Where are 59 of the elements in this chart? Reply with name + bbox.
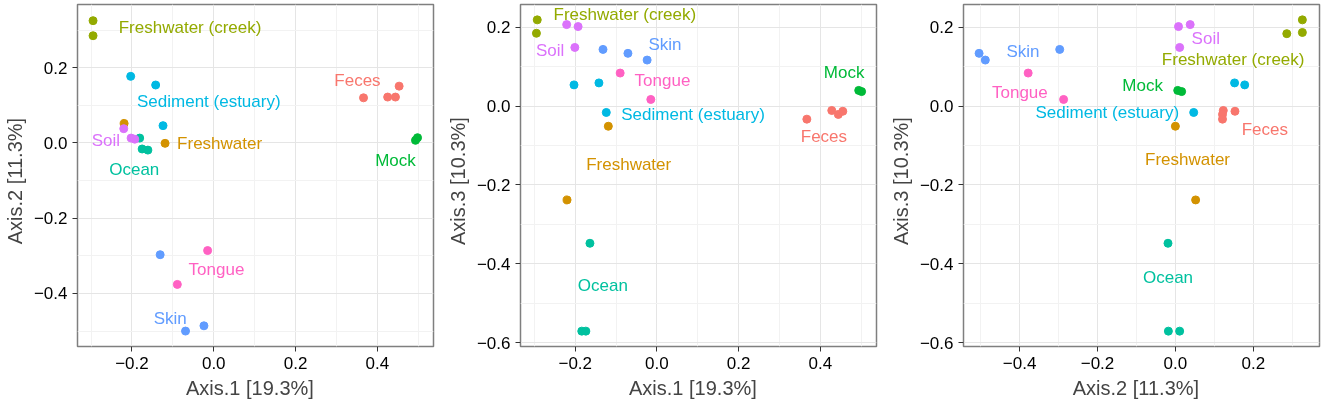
series-label: Freshwater xyxy=(177,133,263,153)
x-tick-label: 0.0 xyxy=(645,353,669,373)
x-axis-title: Axis.1 [19.3%] xyxy=(186,376,314,399)
x-tick-label: 0.4 xyxy=(808,353,833,373)
series-label: Tongue xyxy=(634,70,691,90)
series-label: Ocean xyxy=(577,276,628,296)
y-tick-label: −0.2 xyxy=(919,175,954,195)
y-axis-title: Axis.3 [10.3%] xyxy=(446,117,469,245)
x-tick-label: −0.4 xyxy=(1002,353,1037,373)
series-label: Skin xyxy=(1006,41,1040,61)
y-tick-label: 0.0 xyxy=(929,97,954,117)
series-label: Mock xyxy=(823,63,865,83)
y-tick-label: 0.2 xyxy=(486,18,511,38)
series-label: Soil xyxy=(91,130,121,150)
x-tick-label: −0.2 xyxy=(558,353,593,373)
y-tick-label: −0.4 xyxy=(33,284,68,304)
y-tick-label: −0.2 xyxy=(476,175,511,195)
series-label: Freshwater (creek) xyxy=(1161,50,1305,70)
series-label: Feces xyxy=(1241,120,1288,140)
series-label: Feces xyxy=(800,127,848,147)
series-label: Tongue xyxy=(991,82,1048,102)
x-tick-label: 0.4 xyxy=(365,353,390,373)
y-tick-label: −0.4 xyxy=(919,254,954,274)
x-tick-label: 0.0 xyxy=(201,353,226,373)
series-label: Freshwater xyxy=(1145,149,1231,169)
x-tick-label: 0.2 xyxy=(1241,353,1266,373)
series-label: Mock xyxy=(375,150,417,170)
series-label: Ocean xyxy=(1142,268,1194,288)
series-label: Freshwater (creek) xyxy=(553,5,697,25)
series-label: Skin xyxy=(648,34,682,54)
series-label: Sediment (estuary) xyxy=(1035,102,1180,122)
series-label: Soil xyxy=(1191,29,1220,49)
x-tick-label: −0.2 xyxy=(115,353,149,373)
series-label: Mock xyxy=(1122,76,1164,96)
x-tick-label: 0.2 xyxy=(726,353,751,373)
y-axis-title: Axis.3 [10.3%] xyxy=(889,117,912,245)
series-label: Sediment (estuary) xyxy=(136,92,281,112)
y-tick-label: −0.2 xyxy=(33,209,68,229)
y-axis-title: Axis.2 [11.3%] xyxy=(3,117,26,245)
series-label: Soil xyxy=(536,41,565,61)
series-label: Ocean xyxy=(109,160,160,180)
series-label: Feces xyxy=(334,71,381,91)
x-tick-label: −0.2 xyxy=(1080,353,1115,373)
y-tick-label: 0.2 xyxy=(43,58,68,78)
y-tick-label: −0.4 xyxy=(476,254,511,274)
series-label: Sediment (estuary) xyxy=(621,104,765,124)
x-axis-title: Axis.2 [11.3%] xyxy=(1072,376,1200,399)
x-axis-title: Axis.1 [19.3%] xyxy=(629,376,757,399)
y-tick-label: 0.2 xyxy=(929,18,954,38)
x-tick-label: 0.2 xyxy=(283,353,308,373)
y-tick-label: −0.6 xyxy=(476,333,511,353)
x-tick-label: 0.0 xyxy=(1163,353,1188,373)
series-label: Freshwater (creek) xyxy=(118,17,262,37)
series-label: Skin xyxy=(153,309,187,329)
series-label: Freshwater xyxy=(586,154,672,174)
y-tick-label: 0.0 xyxy=(43,133,68,153)
y-tick-label: −0.6 xyxy=(919,333,954,353)
series-label: Tongue xyxy=(188,259,245,279)
y-tick-label: 0.0 xyxy=(486,97,511,117)
